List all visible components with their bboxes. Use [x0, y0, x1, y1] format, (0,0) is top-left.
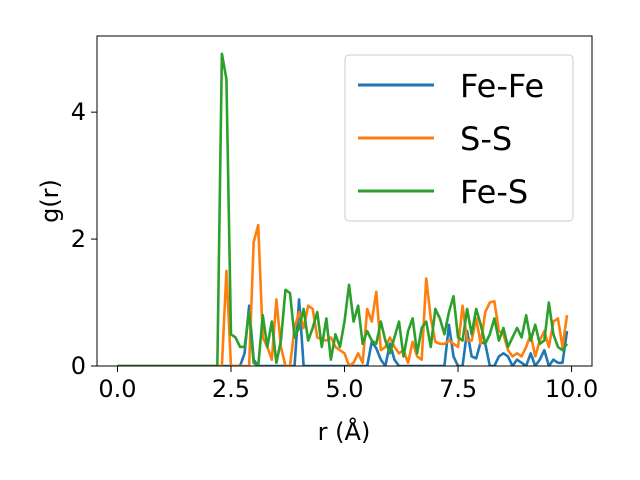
x-axis-label: r (Å): [318, 417, 371, 446]
x-tick-label: 5.0: [325, 375, 363, 403]
y-tick-label: 4: [71, 98, 86, 126]
x-tick-label: 2.5: [212, 375, 250, 403]
x-axis: 0.0 2.5 5.0 7.5 10.0: [98, 366, 598, 403]
x-tick-label: 10.0: [545, 375, 598, 403]
legend-box: [344, 54, 574, 222]
legend: Fe-Fe S-S Fe-S: [344, 54, 574, 222]
y-axis-label: g(r): [36, 179, 64, 223]
series-line-s-s: [117, 223, 569, 366]
y-axis: 0 2 4: [71, 98, 97, 380]
x-tick-label: 7.5: [439, 375, 477, 403]
y-tick-label: 2: [71, 225, 86, 253]
series-line-fe-s: [117, 52, 569, 366]
legend-label: Fe-Fe: [460, 67, 544, 105]
y-tick-label: 0: [71, 352, 86, 380]
series-lines: [117, 52, 569, 366]
legend-label: Fe-S: [460, 173, 528, 211]
x-tick-label: 0.0: [98, 375, 136, 403]
legend-label: S-S: [460, 120, 512, 158]
